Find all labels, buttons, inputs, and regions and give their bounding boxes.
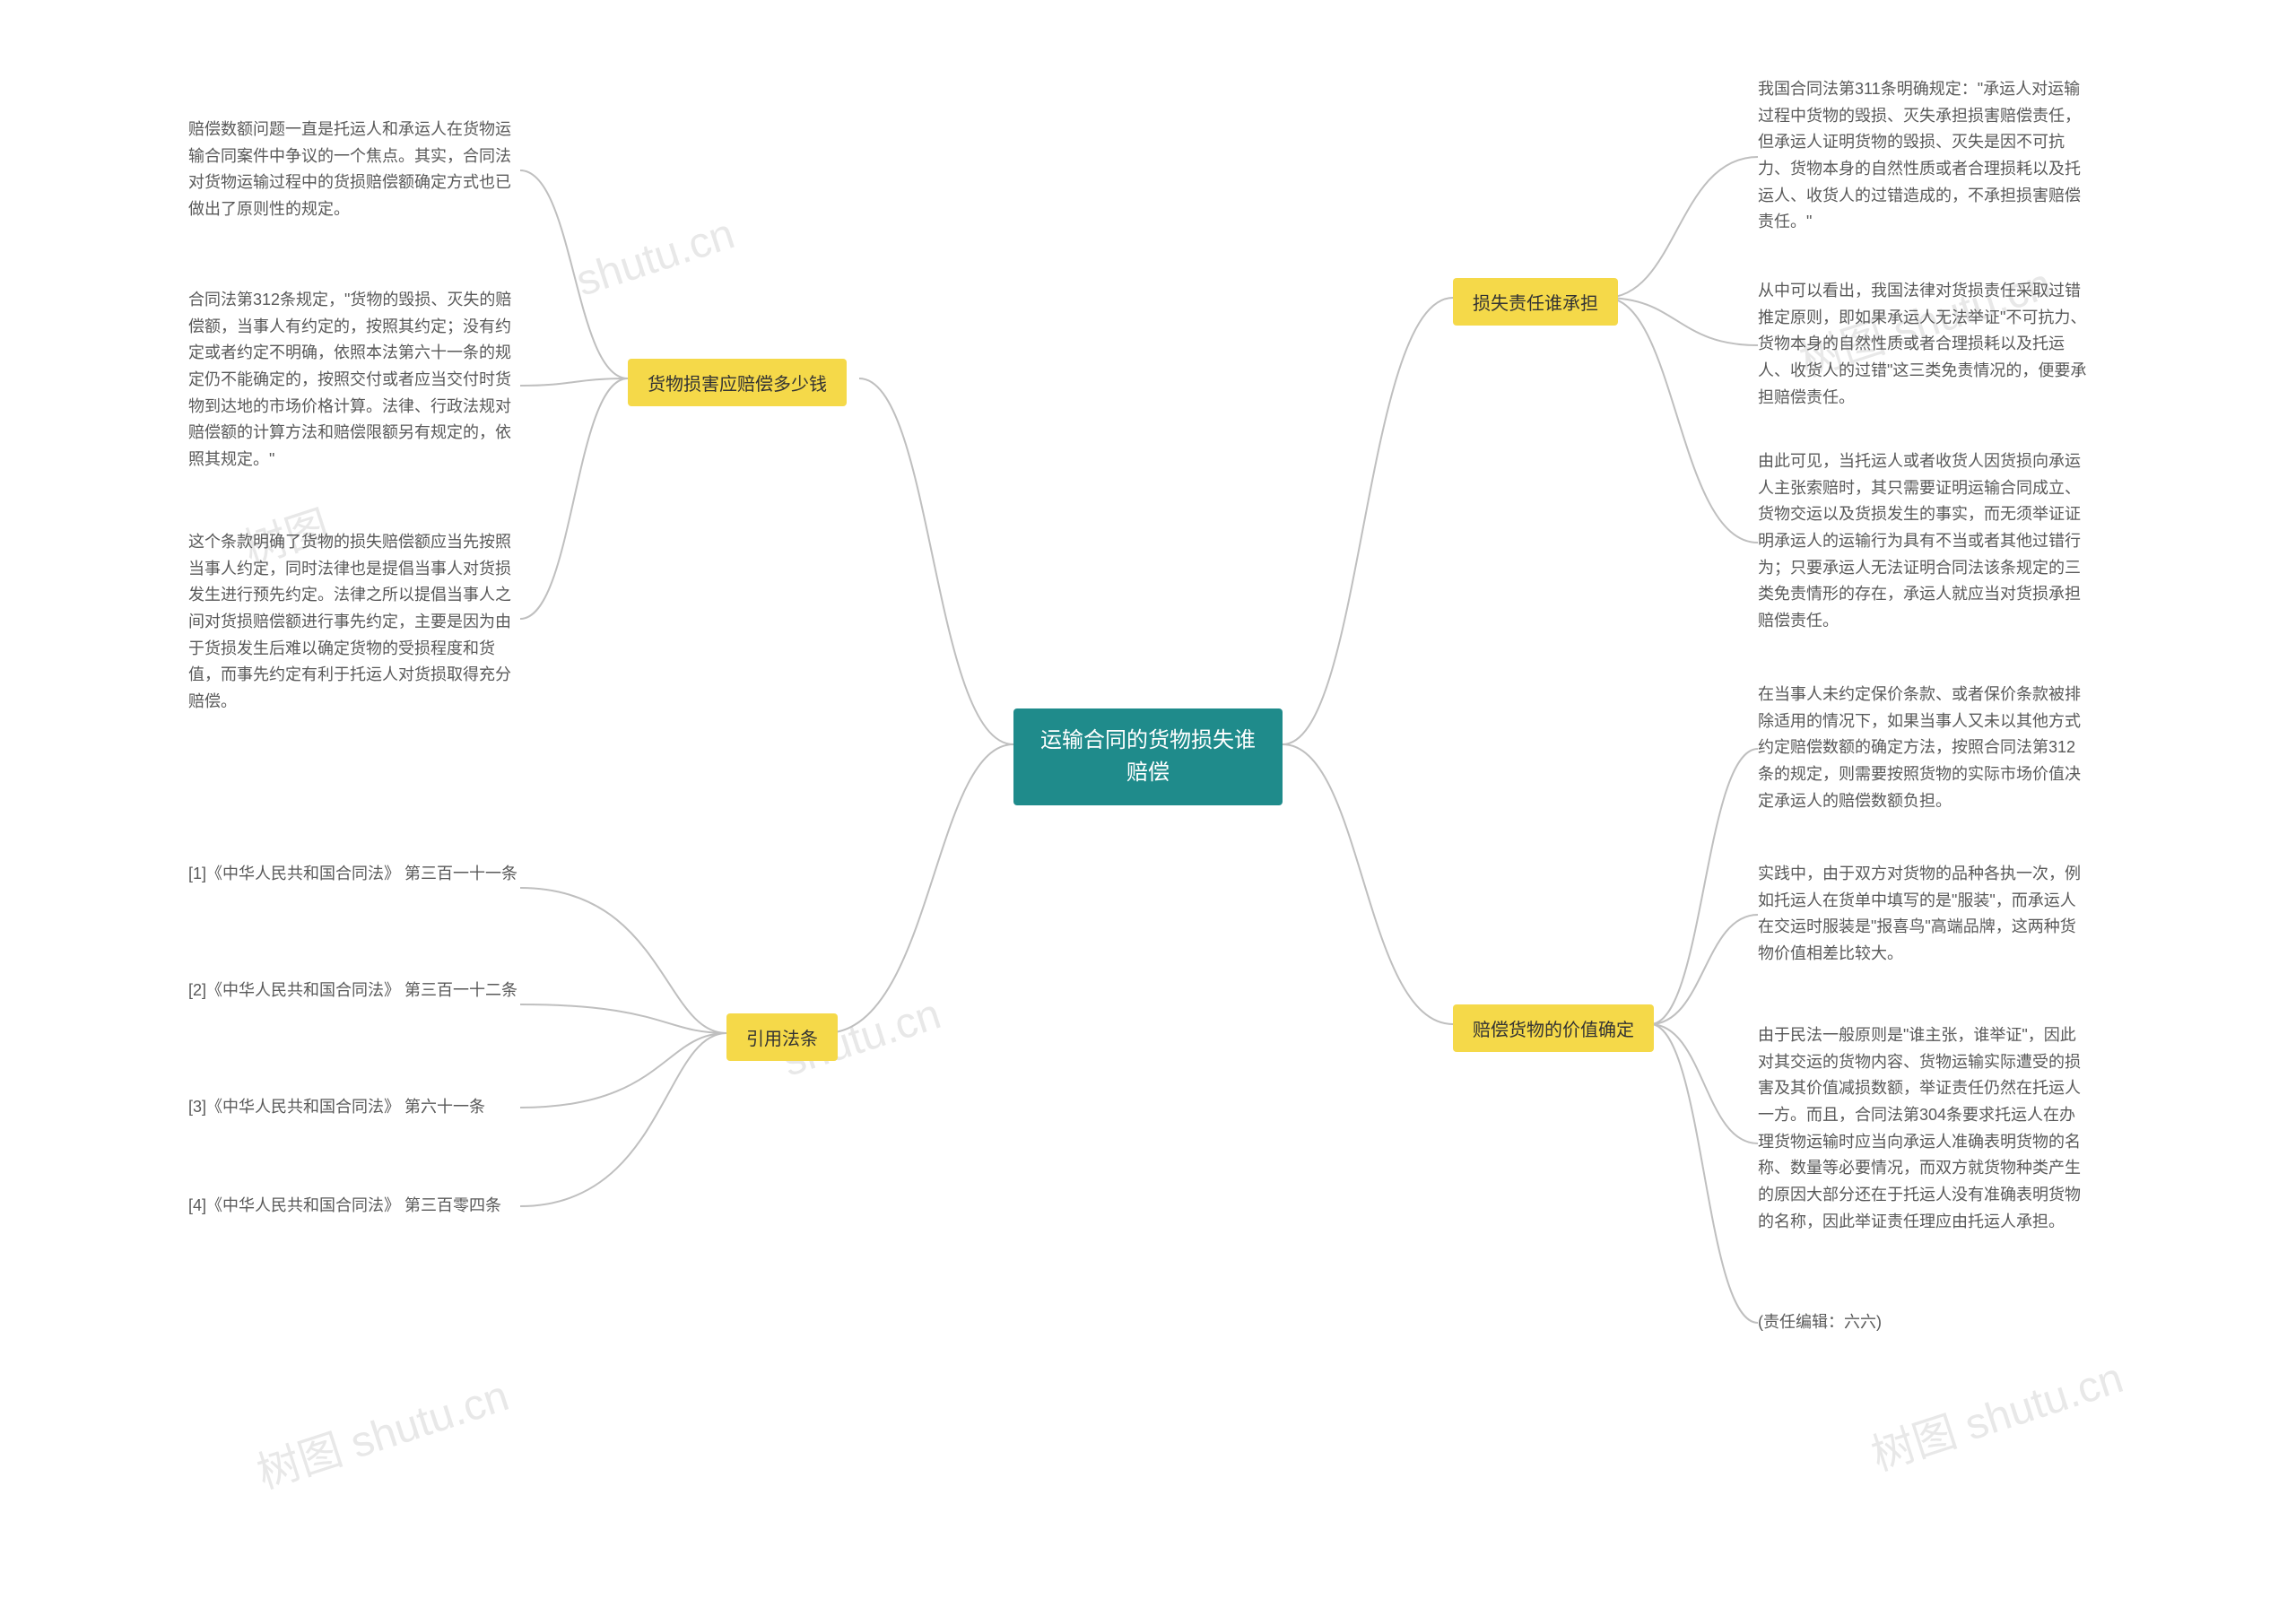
watermark: 树图 shutu.cn (1862, 1343, 2129, 1482)
leaf-text: 从中可以看出，我国法律对货损责任采取过错推定原则，即如果承运人无法举证"不可抗力… (1758, 278, 2090, 411)
branch-cited-laws[interactable]: 引用法条 (726, 1013, 838, 1061)
leaf-text: [2]《中华人民共和国合同法》 第三百一十二条 (188, 978, 520, 1004)
leaf-text: [3]《中华人民共和国合同法》 第六十一条 (188, 1094, 520, 1121)
watermark: 树图 shutu.cn (248, 1360, 515, 1500)
mindmap-root[interactable]: 运输合同的货物损失谁赔偿 (1013, 708, 1283, 805)
leaf-text: (责任编辑：六六) (1758, 1309, 2090, 1336)
leaf-text: 合同法第312条规定，"货物的毁损、灭失的赔偿额，当事人有约定的，按照其约定；没… (188, 287, 520, 474)
leaf-text: [4]《中华人民共和国合同法》 第三百零四条 (188, 1193, 520, 1220)
branch-value-determination[interactable]: 赔偿货物的价值确定 (1453, 1004, 1654, 1052)
leaf-text: 由于民法一般原则是"谁主张，谁举证"，因此对其交运的货物内容、货物运输实际遭受的… (1758, 1022, 2090, 1236)
branch-compensation-amount[interactable]: 货物损害应赔偿多少钱 (628, 359, 847, 406)
leaf-text: 这个条款明确了货物的损失赔偿额应当先按照当事人约定，同时法律也是提倡当事人对货损… (188, 529, 520, 716)
leaf-text: 在当事人未约定保价条款、或者保价条款被排除适用的情况下，如果当事人又未以其他方式… (1758, 682, 2090, 814)
leaf-text: 由此可见，当托运人或者收货人因货损向承运人主张索赔时，其只需要证明运输合同成立、… (1758, 448, 2090, 635)
leaf-text: 我国合同法第311条明确规定："承运人对运输过程中货物的毁损、灭失承担损害赔偿责… (1758, 76, 2090, 236)
watermark: shutu.cn (570, 209, 741, 306)
leaf-text: 实践中，由于双方对货物的品种各执一次，例如托运人在货单中填写的是"服装"，而承运… (1758, 861, 2090, 968)
branch-liability[interactable]: 损失责任谁承担 (1453, 278, 1618, 326)
leaf-text: [1]《中华人民共和国合同法》 第三百一十一条 (188, 861, 520, 888)
leaf-text: 赔偿数额问题一直是托运人和承运人在货物运输合同案件中争议的一个焦点。其实，合同法… (188, 117, 520, 223)
